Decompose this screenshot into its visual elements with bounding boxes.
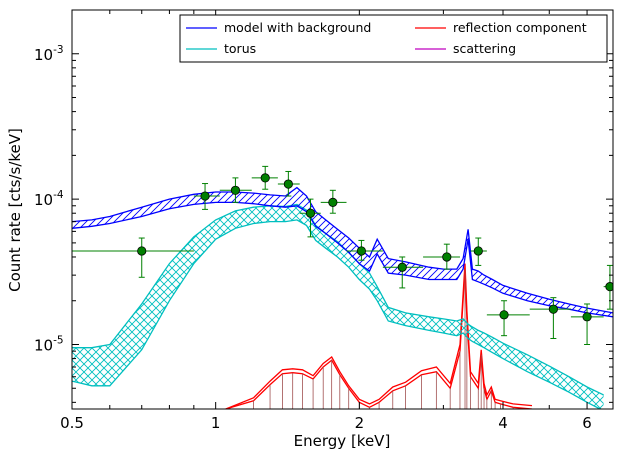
band-upper-model xyxy=(72,186,613,314)
legend-label-model: model with background xyxy=(224,20,371,35)
data-point xyxy=(251,165,278,190)
x-tick-label: 0.5 xyxy=(60,414,84,432)
data-point xyxy=(320,189,347,214)
band-upper-torus xyxy=(72,203,604,396)
data-point xyxy=(423,243,460,270)
band-torus xyxy=(72,204,604,409)
x-tick-label: 4 xyxy=(498,414,508,432)
data-marker xyxy=(283,179,293,189)
data-point xyxy=(277,170,300,197)
band-lower-reflection xyxy=(225,269,533,409)
data-point xyxy=(193,183,220,210)
legend-label-torus: torus xyxy=(224,41,256,56)
data-point xyxy=(299,198,321,238)
data-point xyxy=(603,264,613,310)
data-marker xyxy=(137,246,147,256)
data-marker xyxy=(200,191,210,201)
data-point xyxy=(346,239,383,261)
data-marker xyxy=(605,282,613,292)
x-axis-label: Energy [keV] xyxy=(294,432,391,450)
data-marker xyxy=(305,208,316,218)
y-axis-label: Count rate [cts/s/keV] xyxy=(6,128,24,292)
data-marker xyxy=(548,304,558,314)
y-tick-label: 10-4 xyxy=(34,189,64,209)
band-upper-reflection xyxy=(225,263,533,409)
data-marker xyxy=(328,197,338,207)
data-point xyxy=(529,297,571,339)
band-model xyxy=(72,187,613,317)
data-point xyxy=(570,303,604,345)
data-marker xyxy=(230,185,241,195)
x-tick-label: 2 xyxy=(355,414,365,432)
legend-label-scattering: scattering xyxy=(453,41,516,56)
legend: model with background torus reflection c… xyxy=(179,14,608,63)
x-tick-label: 6 xyxy=(582,414,592,432)
data-point xyxy=(72,237,194,278)
plot-frame xyxy=(71,9,614,410)
data-marker xyxy=(473,246,483,256)
band-lower-torus xyxy=(72,219,602,409)
data-point xyxy=(219,177,252,203)
y-tick-label: 10-3 xyxy=(34,44,64,64)
data-marker xyxy=(356,246,367,256)
data-marker xyxy=(260,173,270,183)
data-point xyxy=(382,256,424,289)
data-marker xyxy=(499,310,509,320)
legend-box xyxy=(179,14,608,63)
data-marker xyxy=(442,252,452,262)
data-marker xyxy=(397,262,407,272)
legend-label-reflection: reflection component xyxy=(453,20,587,35)
x-tick-label: 1 xyxy=(211,414,221,432)
data-point xyxy=(486,300,530,337)
y-tick-label: 10-5 xyxy=(34,334,64,354)
plot-area xyxy=(72,165,613,409)
data-marker xyxy=(582,312,592,322)
band-lower-model xyxy=(72,201,613,318)
data-point xyxy=(470,237,487,266)
